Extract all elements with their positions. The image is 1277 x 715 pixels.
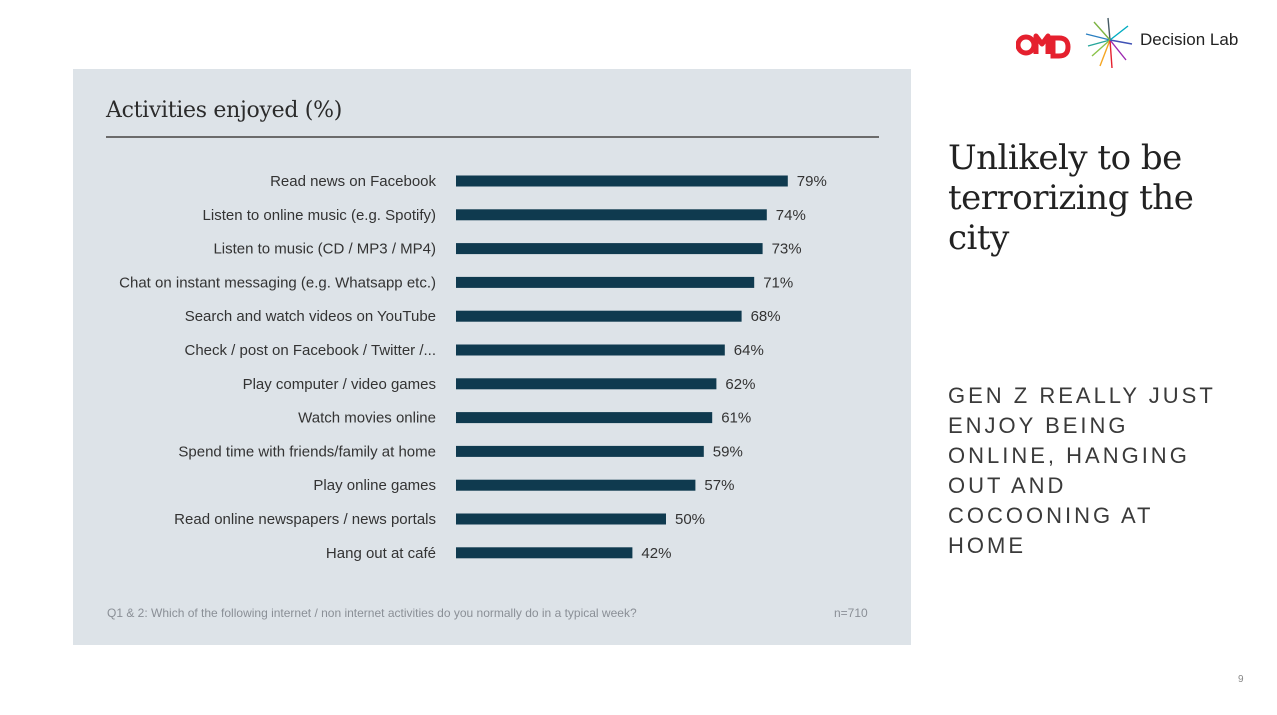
bar (456, 513, 666, 525)
bar (456, 378, 717, 390)
title-divider (106, 136, 879, 138)
value-label: 79% (797, 173, 827, 190)
category-label: Chat on instant messaging (e.g. Whatsapp… (119, 274, 436, 291)
category-label: Watch movies online (298, 410, 436, 427)
value-label: 57% (704, 477, 734, 494)
category-label: Read news on Facebook (270, 173, 436, 190)
category-label: Search and watch videos on YouTube (185, 308, 436, 325)
category-label: Read online newspapers / news portals (174, 511, 436, 528)
bar (456, 276, 755, 288)
decision-lab-logo-mark (1085, 17, 1133, 69)
value-label: 74% (776, 207, 806, 224)
bar (456, 547, 633, 559)
sample-size: n=710 (834, 606, 868, 620)
category-label: Check / post on Facebook / Twitter /... (184, 342, 436, 359)
category-label: Play online games (313, 477, 436, 494)
slide-headline: Unlikely to be terrorizing the city (948, 138, 1194, 258)
value-label: 73% (772, 241, 802, 258)
category-label: Spend time with friends/family at home (178, 443, 436, 460)
value-label: 42% (641, 545, 671, 562)
bar (456, 344, 725, 356)
decision-lab-logo-text: Decision Lab (1140, 30, 1239, 49)
bar (456, 479, 696, 491)
bar (456, 412, 713, 424)
bar (456, 310, 742, 322)
bar (456, 445, 704, 457)
value-label: 64% (734, 342, 764, 359)
category-label: Hang out at café (326, 545, 436, 562)
page-number: 9 (1238, 674, 1244, 685)
value-label: 59% (713, 443, 743, 460)
value-label: 50% (675, 511, 705, 528)
slide-subheadline: GEN Z REALLY JUST ENJOY BEING ONLINE, HA… (948, 383, 1216, 558)
bar (456, 209, 767, 221)
category-label: Listen to music (CD / MP3 / MP4) (213, 241, 436, 258)
bar (456, 243, 763, 255)
value-label: 68% (751, 308, 781, 325)
category-label: Listen to online music (e.g. Spotify) (203, 207, 436, 224)
chart-title: Activities enjoyed (%) (106, 98, 342, 123)
bar (456, 175, 788, 187)
question-footnote: Q1 & 2: Which of the following internet … (107, 606, 637, 620)
value-label: 62% (725, 376, 755, 393)
category-label: Play computer / video games (243, 376, 436, 393)
value-label: 71% (763, 274, 793, 291)
value-label: 61% (721, 410, 751, 427)
omd-logo (1016, 33, 1071, 59)
